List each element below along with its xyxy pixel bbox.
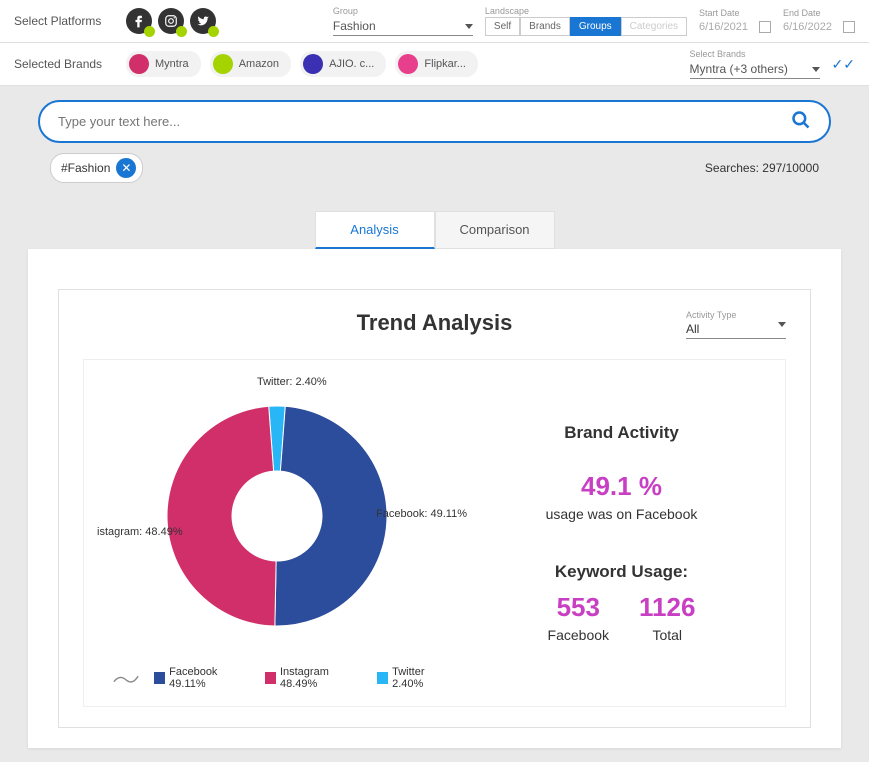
platform-icons — [126, 8, 216, 34]
select-brands-label: Select Brands — [690, 49, 820, 59]
group-field[interactable]: Group Fashion — [333, 6, 473, 36]
brand-activity-pct: 49.1 % — [474, 471, 769, 502]
brand-chip-amazon[interactable]: Amazon — [210, 51, 291, 77]
hashtag-chip: #Fashion ✕ — [50, 153, 143, 183]
group-label: Group — [333, 6, 473, 16]
landscape-self[interactable]: Self — [485, 17, 520, 36]
end-date-label: End Date — [783, 8, 855, 18]
chart-legend: Facebook 49.11% Instagram 48.49% Twitter… — [100, 666, 454, 690]
kw-fb-label: Facebook — [548, 627, 609, 643]
selected-brands-label: Selected Brands — [14, 57, 114, 71]
activity-type-label: Activity Type — [686, 310, 786, 320]
tab-analysis[interactable]: Analysis — [315, 211, 435, 249]
legend-facebook[interactable]: Facebook 49.11% — [154, 666, 251, 690]
chevron-down-icon — [778, 322, 786, 327]
landscape-groups[interactable]: Groups — [570, 17, 621, 36]
instagram-icon[interactable] — [158, 8, 184, 34]
donut-label-twitter: Twitter: 2.40% — [257, 376, 327, 388]
chevron-down-icon — [812, 67, 820, 72]
legend-twitter[interactable]: Twitter 2.40% — [377, 666, 454, 690]
legend-instagram[interactable]: Instagram 48.49% — [265, 666, 363, 690]
hashtag-text: #Fashion — [61, 161, 110, 175]
landscape-categories[interactable]: Categories — [621, 17, 687, 36]
tabs: Analysis Comparison — [28, 211, 841, 249]
kw-total-label: Total — [639, 627, 695, 643]
body-area: #Fashion ✕ Searches: 297/10000 Analysis … — [0, 86, 869, 762]
start-date-field[interactable]: Start Date 6/16/2021 — [699, 8, 771, 35]
calendar-icon — [843, 21, 855, 33]
select-brands-value: Myntra (+3 others) — [690, 62, 788, 76]
drag-handle-icon[interactable] — [112, 672, 140, 684]
activity-type-value: All — [686, 322, 699, 336]
filter-bar-row-1: Select Platforms Group Fashion Landscape… — [0, 0, 869, 43]
check-icon — [144, 26, 155, 37]
chart-right: Brand Activity 49.1 % usage was on Faceb… — [474, 376, 769, 690]
select-brands-field[interactable]: Select Brands Myntra (+3 others) — [690, 49, 820, 79]
trend-title: Trend Analysis — [183, 310, 686, 336]
brand-activity-block: Brand Activity 49.1 % usage was on Faceb… — [474, 423, 769, 522]
landscape-brands[interactable]: Brands — [520, 17, 570, 36]
chart-left: Twitter: 2.40% Facebook: 49.11% istagram… — [100, 376, 454, 690]
brand-chip-ajio[interactable]: AJIO. c... — [300, 51, 386, 77]
group-value: Fashion — [333, 19, 376, 33]
donut-chart: Twitter: 2.40% Facebook: 49.11% istagram… — [107, 376, 447, 656]
confirm-icon[interactable]: ✓✓ — [832, 56, 855, 73]
search-box — [38, 100, 831, 143]
twitter-icon[interactable] — [190, 8, 216, 34]
end-date-value: 6/16/2022 — [783, 21, 832, 33]
facebook-icon[interactable] — [126, 8, 152, 34]
tab-comparison[interactable]: Comparison — [435, 211, 555, 249]
donut-label-instagram: istagram: 48.49% — [97, 526, 183, 538]
check-icon — [208, 26, 219, 37]
chevron-down-icon — [465, 24, 473, 29]
kw-fb-val: 553 — [548, 592, 609, 623]
brand-activity-header: Brand Activity — [474, 423, 769, 443]
select-platforms-label: Select Platforms — [14, 14, 114, 28]
filter-bar-row-2: Selected Brands Myntra Amazon AJIO. c...… — [0, 43, 869, 86]
brand-chip-myntra[interactable]: Myntra — [126, 51, 201, 77]
searches-count: Searches: 297/10000 — [705, 161, 819, 175]
calendar-icon — [759, 21, 771, 33]
donut-label-facebook: Facebook: 49.11% — [376, 508, 467, 520]
kw-total-val: 1126 — [639, 592, 695, 623]
start-date-value: 6/16/2021 — [699, 21, 748, 33]
trend-analysis-card: Trend Analysis Activity Type All Twitter… — [58, 289, 811, 728]
keyword-usage-header: Keyword Usage: — [474, 562, 769, 582]
start-date-label: Start Date — [699, 8, 771, 18]
brand-activity-subtext: usage was on Facebook — [474, 506, 769, 522]
chart-content: Twitter: 2.40% Facebook: 49.11% istagram… — [83, 359, 786, 707]
search-icon[interactable] — [791, 110, 811, 133]
end-date-field[interactable]: End Date 6/16/2022 — [783, 8, 855, 35]
landscape-label: Landscape — [485, 6, 687, 16]
activity-type-field[interactable]: Activity Type All — [686, 310, 786, 339]
landscape-field: Landscape Self Brands Groups Categories — [485, 6, 687, 36]
brand-chips: Myntra Amazon AJIO. c... Flipkar... — [126, 51, 484, 77]
search-input[interactable] — [58, 114, 791, 129]
close-icon[interactable]: ✕ — [116, 158, 136, 178]
check-icon — [176, 26, 187, 37]
main-panel: Trend Analysis Activity Type All Twitter… — [28, 249, 841, 748]
brand-chip-flipkart[interactable]: Flipkar... — [395, 51, 478, 77]
keyword-usage-block: Keyword Usage: 553 Facebook 1126 Total — [474, 562, 769, 643]
